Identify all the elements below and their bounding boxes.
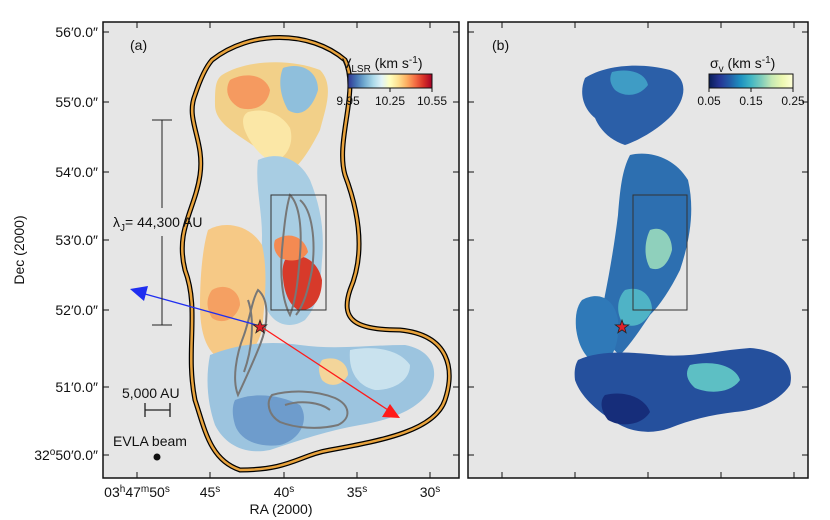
dispersion-region-filament-light <box>645 228 672 270</box>
velocity-region-south-east <box>349 348 410 390</box>
beam-label: EVLA beam <box>113 433 187 449</box>
protostar-marker-b <box>614 318 630 334</box>
dispersion-region-filament-mid <box>618 288 652 326</box>
axes: 03h47m50s 45s 40s 35s 30s RA (2000) 32o5… <box>11 22 808 517</box>
x-ticks-a <box>136 22 431 478</box>
contour-filament-b <box>295 199 315 316</box>
colorbar-a-tick-2: 10.55 <box>417 94 447 108</box>
outflow-red-arrowhead <box>382 404 400 418</box>
outflow-red-line <box>259 325 389 411</box>
y-tick-label-4: 54′0.0″ <box>55 164 98 180</box>
colorbar-a-tick-1: 10.25 <box>375 94 405 108</box>
dispersion-map <box>574 65 791 432</box>
outflow-blue-arrowhead <box>130 286 148 301</box>
dispersion-region-south-dark <box>601 393 650 425</box>
velocity-region-north-center <box>243 110 292 162</box>
contour-south-b <box>284 401 331 411</box>
x-tick-label-2: 40s <box>274 484 295 500</box>
y-tick-label-3: 53′0.0″ <box>55 232 98 248</box>
y-ticks <box>103 31 808 456</box>
contour-south <box>267 390 349 429</box>
dispersion-region-south-light <box>687 363 740 392</box>
contour-filament-a <box>280 193 302 318</box>
panel-a-frame <box>102 21 460 479</box>
y-tick-label-5: 55′0.0″ <box>55 94 98 110</box>
x-tick-label-0: 03h47m50s <box>104 484 170 500</box>
column-density-contours <box>234 193 349 429</box>
colorbar-b-title: σv (km s-1) <box>710 55 775 75</box>
velocity-region-north-blue <box>280 66 318 114</box>
x-axis-title: RA (2000) <box>249 501 312 517</box>
colorbar-b-tick-2: 0.25 <box>781 94 805 108</box>
dispersion-region-north <box>582 65 684 145</box>
scale-bar <box>144 403 171 417</box>
dispersion-region-west <box>575 296 619 365</box>
y-tick-label-0: 32o50′0.0″ <box>34 447 98 463</box>
panel-a-label: (a) <box>130 37 147 53</box>
dispersion-region-north-light <box>610 70 648 95</box>
contour-west-a <box>234 288 268 398</box>
y-axis-title: Dec (2000) <box>11 215 27 284</box>
velocity-region-north-red <box>227 75 270 110</box>
colorbar-b-tick-1: 0.15 <box>739 94 763 108</box>
colorbar-b-ticks <box>708 88 794 92</box>
panel-b: (b) σv (km s-1) 0.05 0.15 0.25 <box>467 21 809 479</box>
velocity-map <box>200 62 435 452</box>
velocity-region-south-deep <box>232 395 304 446</box>
colorbar-a: VLSR (km s-1) 9.95 10.25 10.55 <box>336 55 447 108</box>
panel-b-label: (b) <box>492 37 509 53</box>
region-box-a <box>270 194 327 311</box>
colorbar-b-gradient <box>708 73 794 89</box>
y-tick-label-2: 52′0.0″ <box>55 302 98 318</box>
contour-west-b <box>243 299 253 373</box>
colorbar-a-gradient <box>347 73 433 89</box>
y-tick-label-6: 56′0.0″ <box>55 24 98 40</box>
panel-a: λJ= 44,300 AU 5,000 AU EVLA beam (a) VLS… <box>102 21 460 479</box>
jeans-length-bar <box>152 119 172 326</box>
region-box-b <box>632 194 688 311</box>
y-tick-label-1: 51′0.0″ <box>55 379 98 395</box>
panel-b-frame <box>467 21 809 479</box>
x-ticks-b <box>501 22 795 478</box>
beam-marker <box>153 453 161 461</box>
velocity-region-west-orange <box>207 286 240 322</box>
x-tick-label-1: 45s <box>200 484 221 500</box>
outflow-blue-line <box>144 293 261 327</box>
colorbar-b: σv (km s-1) 0.05 0.15 0.25 <box>697 55 805 108</box>
envelope-outline-inner <box>181 36 451 472</box>
colorbar-b-tick-0: 0.05 <box>697 94 721 108</box>
scale-bar-label: 5,000 AU <box>122 385 180 401</box>
x-tick-label-4: 30s <box>420 484 441 500</box>
outflow-arrows <box>130 286 400 418</box>
colorbar-a-ticks <box>347 88 433 92</box>
jeans-length-label: λJ= 44,300 AU <box>113 214 202 234</box>
protostar-marker-a <box>252 318 268 334</box>
colorbar-a-tick-0: 9.95 <box>336 94 360 108</box>
colorbar-a-title: VLSR (km s-1) <box>342 55 422 75</box>
x-tick-label-3: 35s <box>347 484 368 500</box>
